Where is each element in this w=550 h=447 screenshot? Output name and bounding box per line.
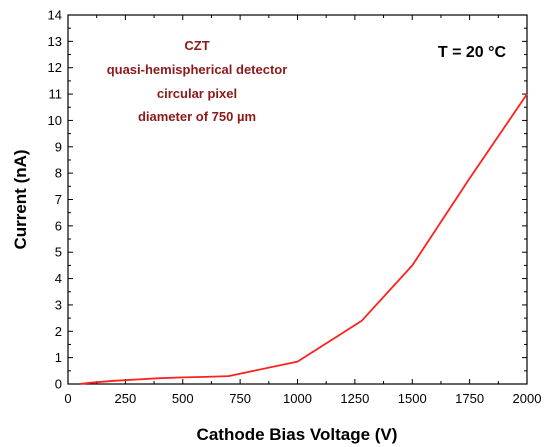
x-axis-title: Cathode Bias Voltage (V) (197, 425, 398, 444)
annotation-pixel: circular pixel (157, 86, 237, 101)
x-tick-label: 750 (229, 391, 251, 406)
y-tick-label: 11 (49, 87, 63, 102)
series-line-0 (79, 93, 528, 385)
x-tick-label: 1750 (455, 391, 484, 406)
y-tick-label: 2 (55, 324, 62, 339)
y-axis-title: Current (nA) (11, 149, 30, 249)
y-tick-label: 7 (55, 192, 62, 207)
annotation-temperature: T = 20 °C (438, 44, 507, 61)
y-tick-label: 6 (55, 218, 62, 233)
annotation-material: CZT (184, 38, 209, 53)
y-tick-label: 3 (55, 297, 62, 312)
x-tick-label: 1500 (398, 391, 427, 406)
x-tick-label: 1250 (340, 391, 369, 406)
y-tick-label: 1 (55, 350, 62, 365)
x-tick-label: 2000 (513, 391, 542, 406)
y-tick-label: 9 (55, 139, 62, 154)
y-tick-label: 0 (55, 377, 62, 392)
y-tick-label: 5 (55, 245, 62, 260)
x-tick-label: 500 (172, 391, 194, 406)
annotation-diameter: diameter of 750 µm (138, 109, 256, 124)
y-tick-label: 14 (48, 8, 62, 23)
y-tick-label: 10 (48, 113, 62, 128)
y-tick-label: 12 (48, 60, 62, 75)
x-tick-label: 1000 (283, 391, 312, 406)
series (79, 93, 528, 385)
y-tick-label: 8 (55, 166, 62, 181)
x-tick-label: 250 (115, 391, 137, 406)
y-tick-label: 13 (48, 34, 62, 49)
y-tick-label: 4 (55, 271, 62, 286)
ticks: 0 250 500 750 1000 1250 1500 1750 20000123456789… (48, 8, 542, 407)
x-tick-label: 0 (64, 391, 71, 406)
annotation-detector: quasi-hemispherical detector (107, 62, 288, 77)
